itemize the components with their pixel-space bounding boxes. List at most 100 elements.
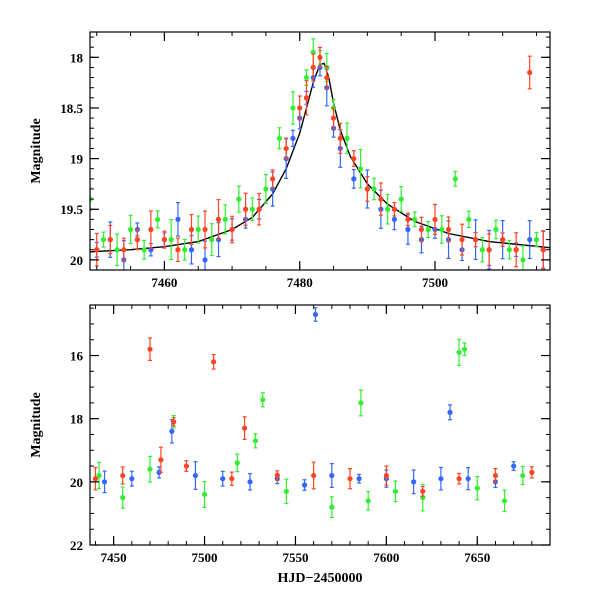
data-point — [188, 247, 195, 253]
data-point — [96, 472, 102, 479]
data-point — [270, 176, 276, 182]
data-point — [351, 176, 357, 182]
data-point — [222, 216, 228, 222]
data-point — [438, 476, 444, 482]
data-point — [274, 472, 280, 479]
data-point — [391, 206, 398, 212]
data-point — [371, 186, 377, 192]
data-point — [383, 472, 389, 479]
data-point — [513, 247, 519, 253]
series-2 — [92, 337, 535, 497]
data-point — [120, 472, 126, 479]
data-point — [330, 115, 337, 121]
y-tick-label: 18 — [70, 50, 84, 65]
data-point — [351, 155, 357, 162]
data-point — [260, 397, 266, 403]
data-point — [456, 476, 462, 482]
series-1 — [96, 338, 526, 519]
data-point — [229, 476, 235, 482]
data-point — [158, 457, 164, 463]
y-tick-label: 20 — [70, 253, 83, 268]
data-point — [120, 495, 126, 501]
data-point — [466, 216, 472, 222]
data-point — [337, 135, 343, 141]
data-point — [241, 425, 248, 431]
data-point — [169, 428, 175, 434]
data-point — [147, 346, 153, 352]
y-tick-label: 22 — [70, 538, 83, 553]
data-point — [297, 105, 303, 111]
data-point — [202, 226, 208, 233]
x-tick-label: 7550 — [282, 550, 308, 565]
y-tick-label: 18 — [70, 412, 84, 427]
data-point — [209, 237, 215, 243]
data-point — [447, 409, 453, 415]
x-tick-label: 7600 — [373, 550, 399, 565]
x-tick-label: 7650 — [464, 550, 490, 565]
data-point — [148, 226, 154, 233]
data-point — [283, 145, 289, 152]
data-point — [283, 488, 289, 494]
data-point — [432, 216, 438, 222]
plot-area — [92, 307, 535, 519]
data-point — [317, 54, 323, 60]
data-point — [92, 476, 99, 482]
data-point — [472, 237, 479, 243]
data-point — [94, 247, 100, 253]
data-point — [263, 186, 269, 192]
x-tick-label: 7500 — [422, 275, 448, 290]
data-point — [474, 485, 480, 491]
data-point — [310, 64, 316, 71]
data-point — [392, 488, 399, 494]
data-point — [527, 237, 533, 243]
y-tick-label: 19.5 — [60, 202, 83, 217]
data-point — [391, 216, 398, 222]
data-point — [324, 74, 330, 81]
data-point — [439, 226, 445, 233]
data-point — [107, 237, 113, 243]
data-point — [461, 346, 468, 352]
data-point — [242, 206, 249, 212]
series-0 — [101, 307, 517, 495]
data-point — [301, 482, 308, 488]
data-point — [249, 206, 255, 212]
data-point — [527, 69, 533, 76]
data-point — [344, 135, 350, 141]
data-point — [155, 216, 161, 222]
data-point — [134, 237, 140, 243]
data-point — [312, 311, 319, 318]
x-axis-title: HJD−2450000 — [278, 571, 363, 586]
data-point — [385, 206, 391, 212]
data-point — [252, 438, 259, 444]
data-point — [529, 469, 535, 475]
data-point — [101, 479, 108, 485]
y-axis-title: Magnitude — [29, 118, 44, 183]
model-curve — [90, 62, 550, 253]
data-point — [356, 476, 362, 482]
data-point — [183, 463, 189, 469]
data-point — [418, 226, 425, 233]
data-point — [188, 226, 195, 233]
data-point — [486, 247, 492, 253]
y-tick-label: 20 — [70, 475, 83, 490]
data-point — [405, 216, 411, 222]
data-point — [303, 95, 310, 101]
data-point — [161, 237, 168, 243]
data-point — [215, 216, 222, 222]
y-axis-title: Magnitude — [29, 392, 44, 457]
panel-top: 7460 7480 7500 18 18.5 19 19.5 20 Magnitude — [29, 31, 551, 290]
data-point — [347, 476, 353, 482]
data-point — [456, 349, 462, 355]
data-point — [378, 196, 384, 202]
data-point — [220, 476, 226, 482]
data-point — [520, 472, 526, 479]
x-tick-label: 7500 — [192, 550, 218, 565]
data-point — [492, 472, 499, 479]
data-point — [171, 419, 177, 425]
data-point — [520, 257, 526, 263]
data-point — [425, 226, 431, 233]
data-point — [365, 498, 371, 504]
data-point — [256, 206, 262, 212]
data-point — [405, 226, 411, 233]
